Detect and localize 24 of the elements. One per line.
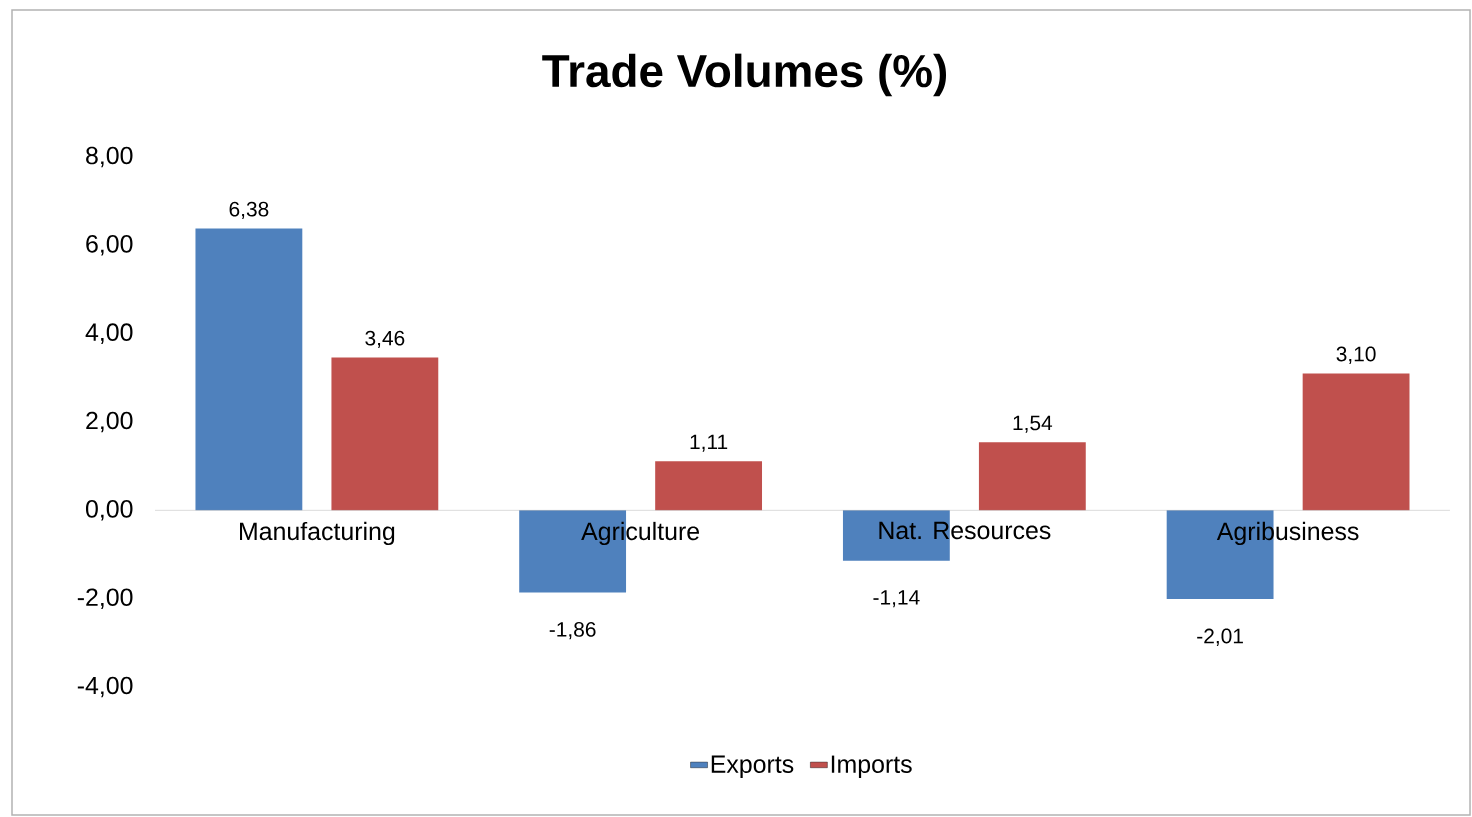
y-tick-label: 8,00 — [86, 146, 133, 168]
chart-title: Trade Volumes (%) — [542, 53, 947, 97]
bar — [1302, 373, 1410, 511]
y-tick-label: -2,00 — [77, 588, 133, 609]
data-label: -1,14 — [873, 590, 920, 608]
y-tick-label: -4,00 — [77, 676, 133, 698]
bar — [331, 357, 439, 511]
y-tick-label: 0,00 — [85, 500, 133, 521]
data-label: 6,38 — [229, 201, 269, 220]
y-tick-label: 6,00 — [86, 235, 133, 256]
data-label: 3,10 — [1336, 346, 1376, 364]
bar — [978, 442, 1086, 511]
bar — [195, 228, 303, 511]
legend-label: Exports — [711, 755, 794, 778]
data-label: -2,01 — [1197, 628, 1243, 646]
legend-label: Imports — [831, 755, 912, 778]
y-tick-label: 4,00 — [85, 323, 133, 344]
data-label: 1,54 — [1013, 415, 1053, 433]
data-label: 1,11 — [690, 434, 728, 452]
data-label: 3,46 — [365, 330, 405, 348]
x-tick-label: Manufacturing — [240, 521, 395, 546]
data-label: -1,86 — [549, 622, 596, 640]
bar — [655, 461, 763, 511]
y-tick-label: 2,00 — [86, 411, 133, 433]
